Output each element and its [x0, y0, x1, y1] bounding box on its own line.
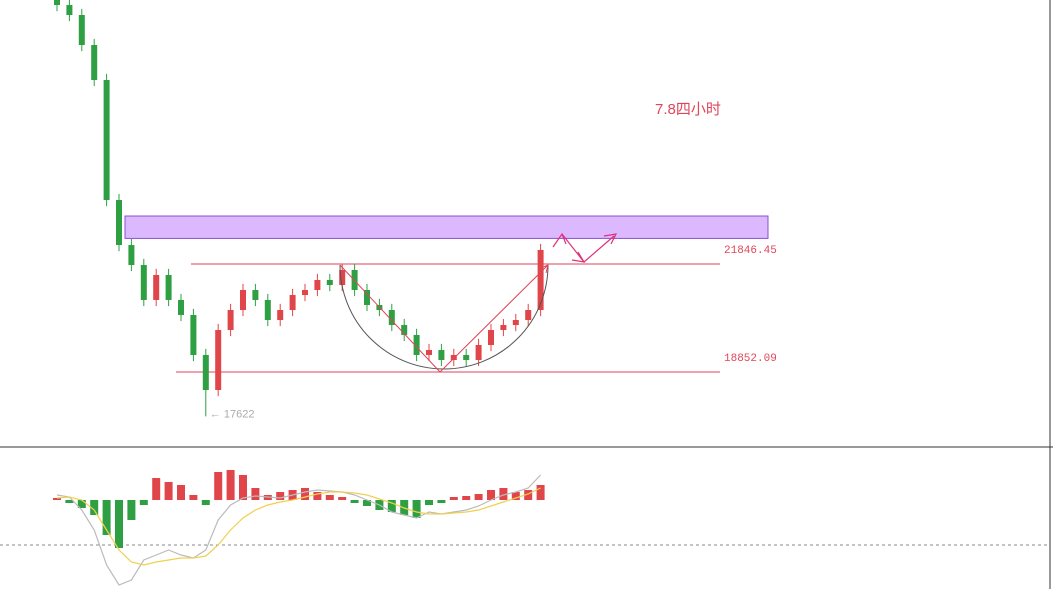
macd-bar	[338, 497, 347, 500]
macd-dif-line	[56, 474, 542, 586]
candle-body	[475, 344, 482, 361]
candle-body	[54, 0, 60, 6]
candle-body	[401, 325, 408, 335]
candle-body	[103, 80, 110, 201]
candle-body	[277, 310, 284, 321]
candle-body	[450, 354, 457, 361]
macd-bar	[412, 500, 421, 518]
macd-bar	[65, 500, 74, 503]
candle-body	[215, 329, 222, 391]
candle-body	[364, 289, 370, 305]
projection-arrows	[552, 232, 618, 263]
candle-body	[252, 289, 259, 300]
candle-body	[91, 45, 98, 81]
candle-body	[66, 5, 73, 16]
level-label: 21846.45	[724, 245, 777, 257]
candle-body	[178, 299, 184, 315]
candle-body	[488, 329, 494, 345]
candle-body	[426, 350, 432, 355]
macd-bar	[462, 496, 471, 500]
macd-bar	[301, 488, 309, 500]
candle-body	[525, 310, 532, 321]
macd-bar	[474, 494, 483, 500]
macd-bar	[524, 490, 533, 500]
candle-body	[388, 310, 395, 326]
macd-bar	[313, 492, 322, 500]
macd-bar	[363, 500, 371, 506]
candle-body	[264, 299, 271, 321]
candle-body	[413, 334, 420, 355]
macd-bar	[350, 500, 359, 503]
candle-body	[116, 200, 122, 246]
cup-arc	[339, 264, 549, 370]
macd-bar	[139, 500, 148, 505]
level-label: 18852.09	[724, 353, 777, 365]
macd-bar	[425, 500, 433, 505]
macd-bar	[90, 500, 99, 515]
macd-bar	[177, 485, 185, 500]
macd-bar	[387, 500, 396, 512]
candle-body	[326, 280, 333, 286]
macd-bar	[53, 498, 61, 500]
macd-bar	[437, 500, 446, 503]
candle-body	[289, 295, 296, 311]
macd-bar	[127, 500, 136, 520]
macd-bar	[201, 500, 210, 505]
candle-body	[463, 354, 470, 361]
macd-bar	[449, 497, 458, 500]
low-marker: ← 17622	[210, 408, 255, 420]
macd-bar	[325, 495, 334, 500]
resistance-zone	[124, 215, 769, 239]
candle-body	[537, 249, 544, 311]
candle-body	[302, 289, 308, 296]
candle-body	[78, 15, 85, 46]
cup-arrows	[339, 264, 549, 373]
macd-bar	[164, 482, 173, 500]
candle-body	[314, 280, 321, 290]
macd-dea-line	[56, 487, 541, 566]
candle-body	[202, 354, 209, 391]
macd-bar	[214, 472, 223, 500]
candle-body	[190, 314, 197, 355]
candle-body	[227, 310, 234, 330]
macd-bar	[189, 495, 198, 500]
candle-body	[153, 274, 160, 300]
macd-bar	[239, 475, 247, 500]
macd-bar	[276, 492, 285, 500]
macd-bar	[536, 485, 545, 500]
macd-bar	[115, 500, 123, 548]
macd-bar	[152, 478, 161, 500]
macd-bar	[511, 492, 520, 500]
macd-bar	[226, 470, 235, 500]
chart-title: 7.8四小时	[655, 101, 721, 118]
macd-bar	[499, 488, 508, 500]
macd-bar	[487, 490, 495, 500]
candle-body	[140, 264, 147, 300]
macd-bar	[251, 488, 260, 500]
candle-body	[512, 320, 519, 326]
candle-body	[240, 289, 246, 311]
candle-body	[339, 270, 346, 286]
macd-bar	[77, 500, 86, 508]
candle-body	[438, 350, 445, 361]
macd-bar	[102, 500, 111, 535]
candle-body	[500, 325, 507, 330]
candle-body	[128, 245, 135, 265]
candle-body	[165, 274, 172, 300]
